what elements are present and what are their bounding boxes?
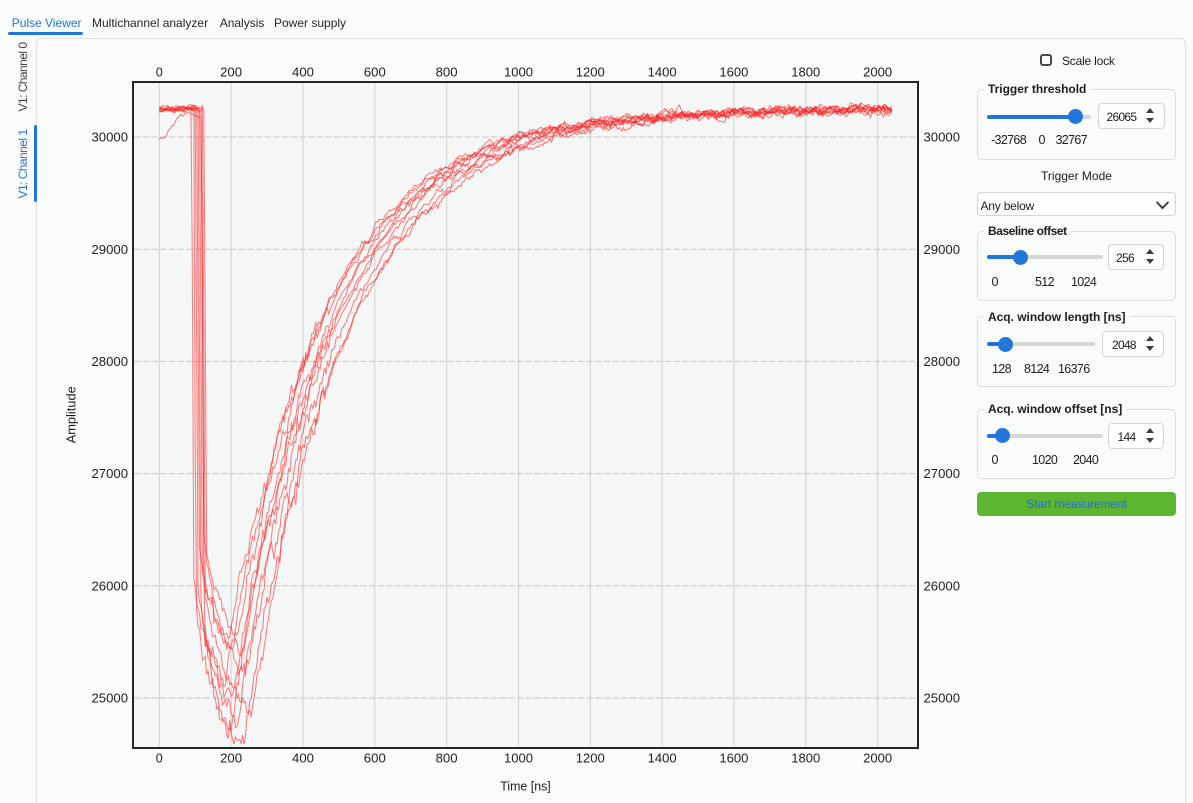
svg-text:200: 200 <box>220 64 242 79</box>
svg-text:400: 400 <box>292 64 314 79</box>
svg-text:30000: 30000 <box>924 130 961 145</box>
svg-text:2000: 2000 <box>863 64 892 79</box>
svg-text:25000: 25000 <box>92 691 129 706</box>
svg-text:26000: 26000 <box>92 578 129 593</box>
svg-text:1800: 1800 <box>791 750 820 765</box>
svg-text:1200: 1200 <box>576 750 605 765</box>
svg-text:600: 600 <box>364 64 386 79</box>
svg-text:28000: 28000 <box>924 354 961 369</box>
svg-text:0: 0 <box>156 750 163 765</box>
svg-text:1600: 1600 <box>719 64 748 79</box>
svg-text:1000: 1000 <box>504 64 533 79</box>
svg-text:1000: 1000 <box>504 750 533 765</box>
svg-text:30000: 30000 <box>92 130 129 145</box>
svg-text:27000: 27000 <box>92 466 129 481</box>
svg-text:1600: 1600 <box>719 750 748 765</box>
svg-text:600: 600 <box>364 750 386 765</box>
svg-text:Time [ns]: Time [ns] <box>500 778 551 793</box>
svg-text:400: 400 <box>292 750 314 765</box>
svg-text:800: 800 <box>436 750 458 765</box>
svg-text:800: 800 <box>436 64 458 79</box>
svg-text:25000: 25000 <box>924 691 961 706</box>
svg-text:2000: 2000 <box>863 750 892 765</box>
svg-text:0: 0 <box>156 64 163 79</box>
svg-text:1400: 1400 <box>648 750 677 765</box>
svg-text:27000: 27000 <box>924 466 961 481</box>
svg-text:200: 200 <box>220 750 242 765</box>
svg-text:1200: 1200 <box>576 64 605 79</box>
svg-text:29000: 29000 <box>92 242 129 257</box>
svg-text:29000: 29000 <box>924 242 961 257</box>
svg-text:28000: 28000 <box>92 354 129 369</box>
svg-text:Amplitude: Amplitude <box>64 386 79 443</box>
svg-text:26000: 26000 <box>924 578 961 593</box>
svg-text:1400: 1400 <box>648 64 677 79</box>
svg-text:1800: 1800 <box>791 64 820 79</box>
